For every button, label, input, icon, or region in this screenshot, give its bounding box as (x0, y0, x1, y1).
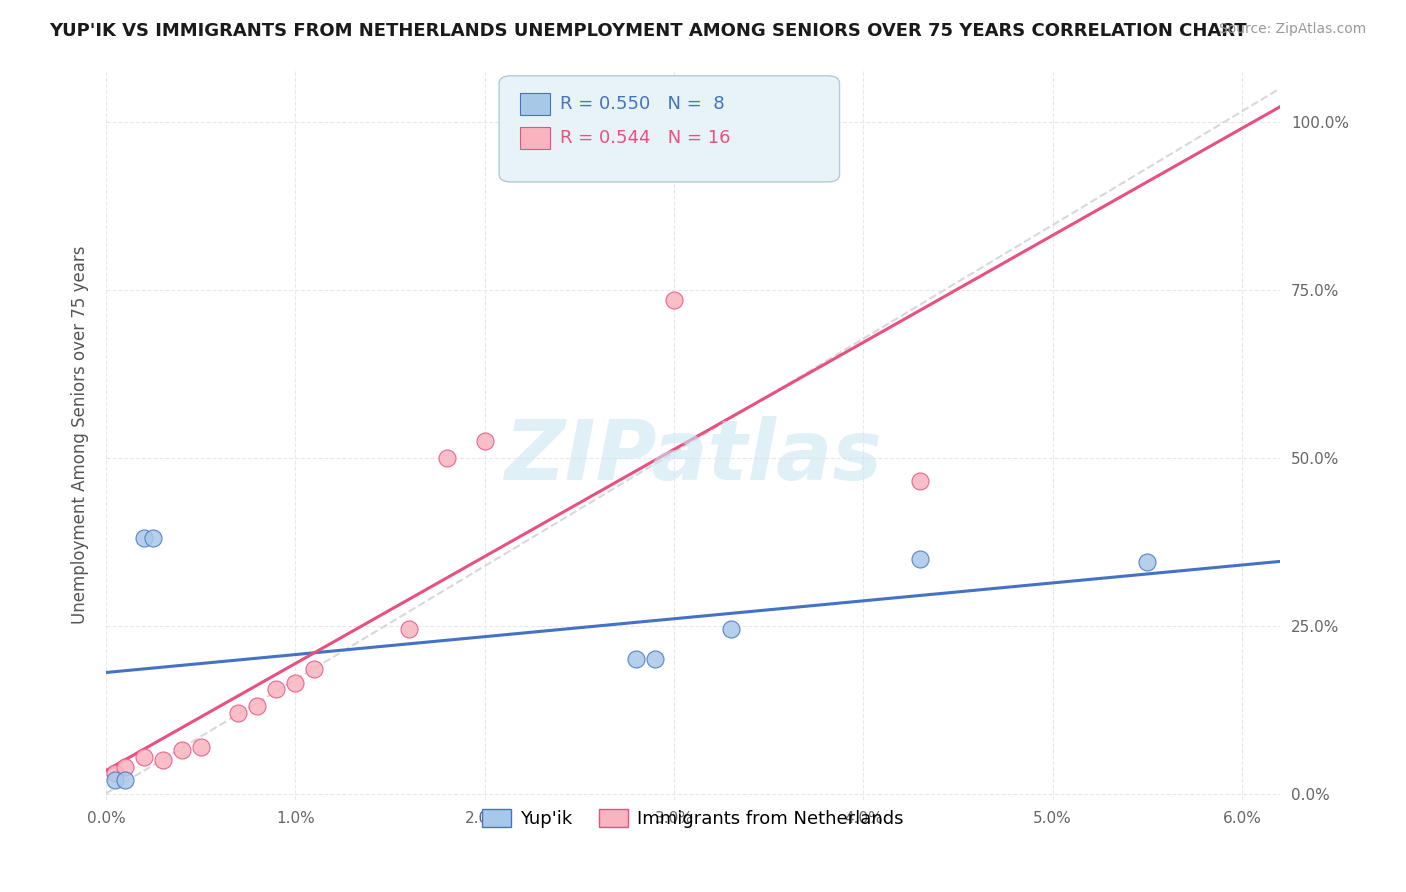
Point (104, 766, 127, 780)
Point (908, 475, 931, 489)
Text: ZIPatlas: ZIPatlas (503, 416, 882, 497)
Point (104, 773, 127, 788)
Point (398, 622, 420, 636)
Point (908, 551, 931, 566)
Text: R = 0.550   N =  8: R = 0.550 N = 8 (560, 95, 725, 112)
FancyBboxPatch shape (499, 76, 839, 182)
Point (228, 706, 250, 720)
Point (720, 622, 742, 636)
Point (246, 699, 269, 714)
FancyBboxPatch shape (520, 93, 550, 114)
Text: R = 0.544   N = 16: R = 0.544 N = 16 (560, 129, 731, 147)
Y-axis label: Unemployment Among Seniors over 75 years: Unemployment Among Seniors over 75 years (72, 245, 89, 624)
Point (114, 759, 136, 773)
Point (132, 532, 155, 546)
Point (114, 773, 136, 788)
FancyBboxPatch shape (520, 127, 550, 149)
Point (302, 662, 325, 676)
Point (436, 450, 458, 465)
Point (1136, 555, 1159, 569)
Point (152, 753, 174, 767)
Text: YUP'IK VS IMMIGRANTS FROM NETHERLANDS UNEMPLOYMENT AMONG SENIORS OVER 75 YEARS C: YUP'IK VS IMMIGRANTS FROM NETHERLANDS UN… (49, 22, 1247, 40)
Point (474, 434, 496, 448)
Point (284, 675, 307, 690)
Point (170, 743, 193, 757)
Text: Source: ZipAtlas.com: Source: ZipAtlas.com (1219, 22, 1367, 37)
Point (662, 293, 685, 307)
Point (266, 682, 288, 697)
Point (142, 532, 165, 546)
Point (190, 739, 212, 754)
Point (132, 749, 155, 764)
Legend: Yup'ik, Immigrants from Netherlands: Yup'ik, Immigrants from Netherlands (475, 801, 911, 835)
Point (644, 652, 666, 666)
Point (624, 652, 647, 666)
